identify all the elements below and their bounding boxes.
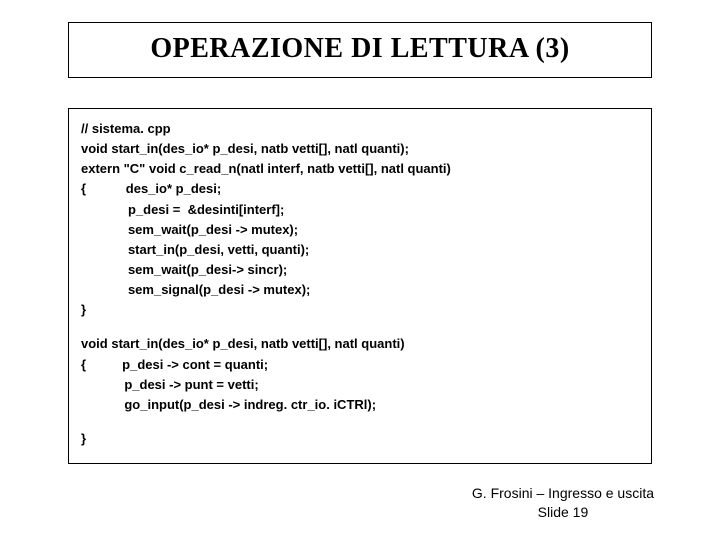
code-line: } xyxy=(81,429,639,449)
code-line: start_in(p_desi, vetti, quanti); xyxy=(81,240,639,260)
code-line: p_desi -> punt = vetti; xyxy=(81,375,639,395)
title-box: OPERAZIONE DI LETTURA (3) xyxy=(68,22,652,78)
slide-title: OPERAZIONE DI LETTURA (3) xyxy=(150,33,569,64)
code-line: // sistema. cpp xyxy=(81,119,639,139)
code-line: sem_wait(p_desi-> sincr); xyxy=(81,260,639,280)
code-line: sem_wait(p_desi -> mutex); xyxy=(81,220,639,240)
code-line: void start_in(des_io* p_desi, natb vetti… xyxy=(81,139,639,159)
code-line: go_input(p_desi -> indreg. ctr_io. iCTRl… xyxy=(81,395,639,415)
code-blank xyxy=(81,320,639,334)
slide: OPERAZIONE DI LETTURA (3) // sistema. cp… xyxy=(0,0,720,540)
code-line: { p_desi -> cont = quanti; xyxy=(81,355,639,375)
code-line: void start_in(des_io* p_desi, natb vetti… xyxy=(81,334,639,354)
code-line: } xyxy=(81,300,639,320)
code-line: extern "C" void c_read_n(natl interf, na… xyxy=(81,159,639,179)
code-line: sem_signal(p_desi -> mutex); xyxy=(81,280,639,300)
footer-author: G. Frosini – Ingresso e uscita xyxy=(472,484,654,503)
code-line: p_desi = &desinti[interf]; xyxy=(81,200,639,220)
code-box: // sistema. cpp void start_in(des_io* p_… xyxy=(68,108,652,464)
code-line: { des_io* p_desi; xyxy=(81,179,639,199)
code-blank xyxy=(81,415,639,429)
footer: G. Frosini – Ingresso e uscita Slide 19 xyxy=(472,484,654,522)
footer-slide-number: Slide 19 xyxy=(472,503,654,522)
